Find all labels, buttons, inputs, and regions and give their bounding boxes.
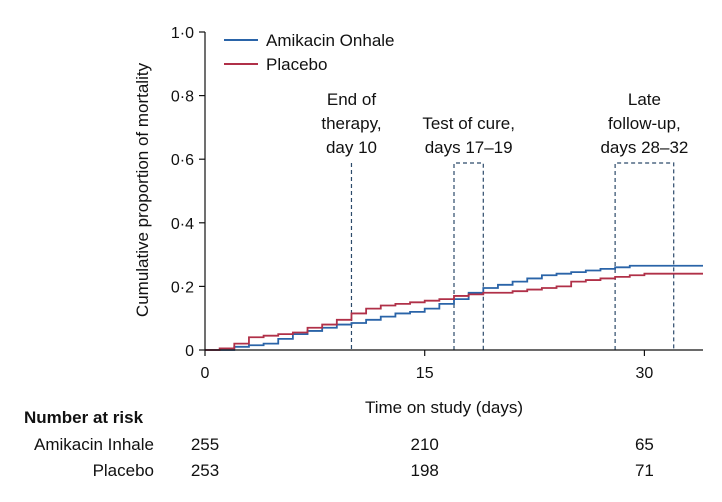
legend: Amikacin Onhale Placebo	[224, 31, 395, 74]
risk-value-r1-c2: 71	[635, 461, 654, 480]
marker-label-2-line-1: follow-up,	[608, 114, 681, 133]
marker-label-2-line-2: days 28–32	[600, 138, 688, 157]
y-tick-label-5: 1·0	[171, 25, 194, 42]
risk-values: 255 210 65 253 198 71	[191, 435, 654, 480]
series-line-0	[205, 264, 703, 351]
marker-label-2-line-0: Late	[628, 90, 661, 109]
risk-value-r1-c1: 198	[411, 461, 439, 480]
axes: 0 0·2 0·4 0·6 0·8 1·0 0 15 30	[171, 25, 703, 382]
marker-label-1-line-0: Test of cure,	[422, 114, 515, 133]
y-tick-label-4: 0·8	[171, 89, 194, 106]
y-tick-label-3: 0·6	[171, 152, 194, 169]
legend-label-amikacin: Amikacin Onhale	[266, 31, 395, 50]
risk-value-r0-c2: 65	[635, 435, 654, 454]
risk-table: Number at risk Amikacin Inhale Placebo	[24, 408, 154, 480]
series-group	[205, 264, 703, 351]
y-tick-label-2: 0·4	[171, 216, 194, 233]
risk-value-r0-c0: 255	[191, 435, 219, 454]
marker-label-0-line-0: End of	[327, 90, 376, 109]
risk-table-title: Number at risk	[24, 408, 144, 427]
y-tick-label-1: 0·2	[171, 279, 194, 296]
x-tick-label-0: 0	[201, 365, 210, 382]
legend-label-placebo: Placebo	[266, 55, 327, 74]
marker-label-1-line-1: days 17–19	[425, 138, 513, 157]
marker-window-2	[614, 162, 675, 350]
x-tick-label-1: 15	[416, 365, 434, 382]
marker-label-0-line-1: therapy,	[321, 114, 381, 133]
y-tick-label-0: 0	[185, 343, 194, 360]
series-line-1	[205, 272, 703, 351]
x-tick-label-2: 30	[636, 365, 654, 382]
risk-row-label-placebo: Placebo	[93, 461, 154, 480]
marker-label-0-line-2: day 10	[326, 138, 377, 157]
risk-value-r1-c0: 253	[191, 461, 219, 480]
risk-row-label-amikacin: Amikacin Inhale	[34, 435, 154, 454]
marker-window-1	[453, 162, 484, 350]
x-axis-title: Time on study (days)	[365, 398, 523, 417]
study-markers: End of therapy, day 10 Test of cure, days 17…	[321, 90, 688, 350]
y-axis-title: Cumulative proportion of mortality	[133, 62, 152, 317]
risk-value-r0-c1: 210	[411, 435, 439, 454]
